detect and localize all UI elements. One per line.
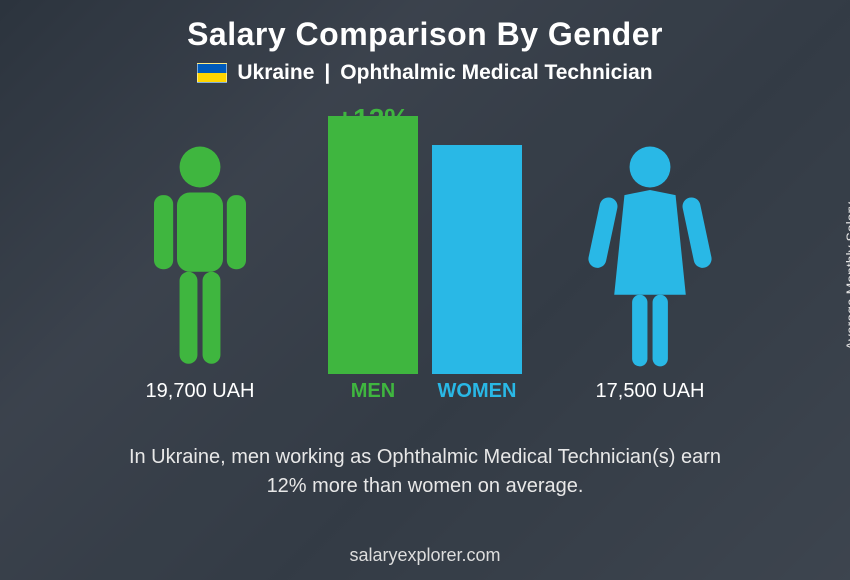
description-line-1: In Ukraine, men working as Ophthalmic Me… [129,446,721,468]
woman-icon [585,144,715,374]
male-bar [328,116,418,374]
female-bar-wrapper: WOMEN [432,145,522,403]
ukraine-flag-icon [197,63,227,83]
male-salary: 19,700 UAH [146,380,255,403]
chart-area: +12% Average Monthly Salary 19,700 UAH M… [115,103,735,433]
infographic-content: Salary Comparison By Gender Ukraine | Op… [0,0,850,580]
footer-source: salaryexplorer.com [349,545,500,566]
separator: | [324,61,330,85]
male-figure: 19,700 UAH [125,144,275,403]
female-salary: 17,500 UAH [596,380,705,403]
page-title: Salary Comparison By Gender [187,16,663,53]
description-text: In Ukraine, men working as Ophthalmic Me… [129,443,721,501]
female-bar-label: WOMEN [432,380,522,403]
man-icon [135,144,265,374]
bar-group: MEN WOMEN [328,116,522,403]
vertical-axis-label: Average Monthly Salary [843,202,850,350]
job-title: Ophthalmic Medical Technician [340,61,652,85]
subtitle-row: Ukraine | Ophthalmic Medical Technician [197,61,652,85]
female-figure: 17,500 UAH [575,144,725,403]
male-bar-wrapper: MEN [328,116,418,403]
country-label: Ukraine [237,61,314,85]
description-line-2: 12% more than women on average. [267,475,584,497]
female-bar [432,145,522,374]
male-bar-label: MEN [328,380,418,403]
